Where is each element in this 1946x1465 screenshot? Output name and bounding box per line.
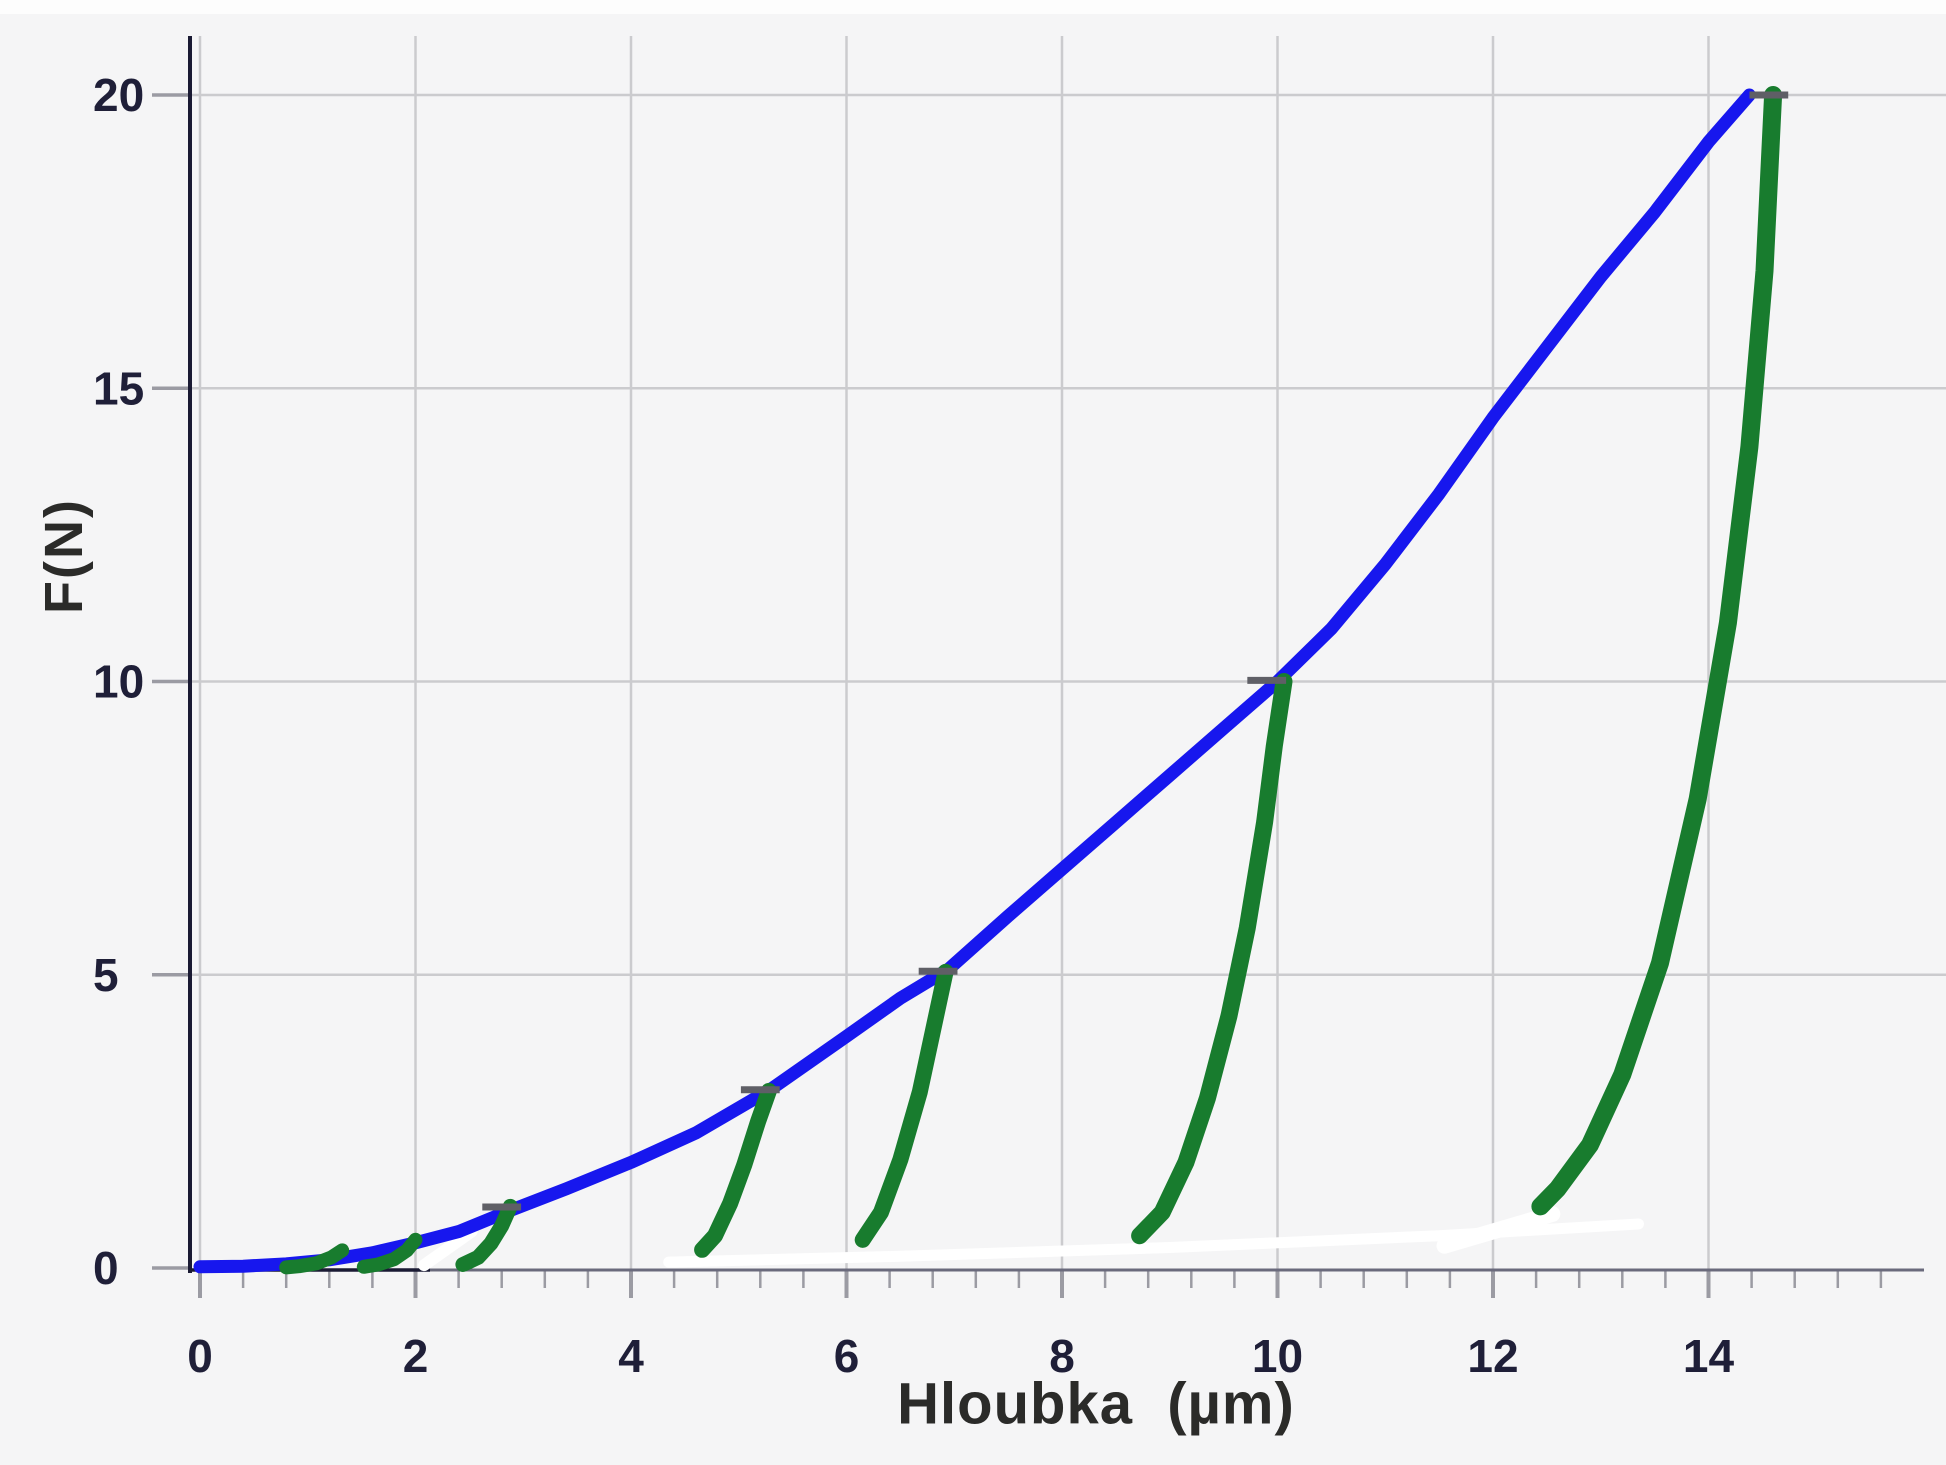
x-tick-label: 2 bbox=[403, 1330, 429, 1382]
x-tick-label: 6 bbox=[834, 1330, 860, 1382]
y-tick-label: 15 bbox=[93, 362, 144, 414]
x-tick-label: 4 bbox=[618, 1330, 644, 1382]
top-margin-strip bbox=[0, 0, 1946, 14]
unloading-curve-path bbox=[854, 963, 954, 1248]
x-tick-label: 12 bbox=[1467, 1330, 1518, 1382]
x-tick-label: 8 bbox=[1049, 1330, 1075, 1382]
y-tick-label: 0 bbox=[93, 1242, 119, 1294]
y-tick-label: 20 bbox=[93, 69, 144, 121]
white-reload-trace bbox=[418, 1225, 478, 1272]
unloading-curve-path bbox=[455, 1198, 518, 1272]
x-tick-label: 0 bbox=[187, 1330, 213, 1382]
x-axis-title: Hloubka (µm) bbox=[897, 1371, 1295, 1437]
x-tick-label: 10 bbox=[1252, 1330, 1303, 1382]
white-reload-trace bbox=[1436, 1206, 1561, 1254]
y-tick-label: 5 bbox=[93, 949, 119, 1001]
unloading-curve-path bbox=[356, 1232, 423, 1274]
x-tick-label: 14 bbox=[1683, 1330, 1735, 1382]
unloading-curve-path bbox=[1131, 673, 1293, 1245]
y-tick-label: 10 bbox=[93, 656, 144, 708]
y-axis-title: F(N) bbox=[34, 498, 94, 614]
unloading-curve-path bbox=[694, 1082, 777, 1258]
unloading-curve-path bbox=[279, 1243, 350, 1275]
unloading-curve-path bbox=[1531, 86, 1783, 1216]
